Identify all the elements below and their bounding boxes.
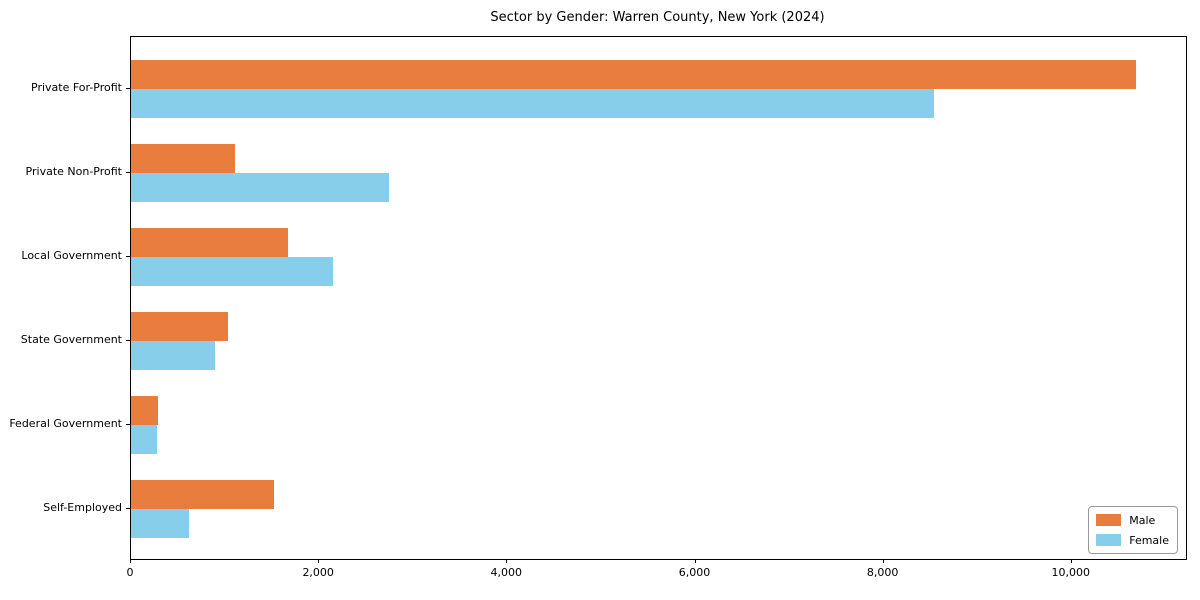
y-tick-label: Private For-Profit <box>31 81 122 94</box>
x-tick <box>694 559 696 563</box>
legend-entry-male: Male <box>1096 512 1169 528</box>
y-tick-label: Self-Employed <box>43 501 122 514</box>
x-tick <box>506 559 508 563</box>
x-tick <box>130 559 131 563</box>
y-tick <box>126 256 130 257</box>
plot-area: Male Female <box>130 36 1187 560</box>
male-swatch <box>1096 514 1122 526</box>
y-tick-label: State Government <box>20 333 122 346</box>
x-tick-label: 6,000 <box>678 566 711 579</box>
bar-male-1 <box>131 144 236 173</box>
legend-entry-female: Female <box>1096 532 1169 548</box>
y-tick-label: Local Government <box>21 249 122 262</box>
bar-male-5 <box>131 480 274 509</box>
x-tick-label: 8,000 <box>866 566 899 579</box>
bar-female-2 <box>131 257 334 286</box>
bar-female-0 <box>131 89 935 118</box>
legend: Male Female <box>1088 506 1178 554</box>
bar-female-1 <box>131 173 390 202</box>
bar-male-0 <box>131 60 1136 89</box>
y-tick <box>126 424 130 425</box>
female-swatch <box>1096 534 1122 546</box>
legend-label-male: Male <box>1129 513 1156 527</box>
bar-male-4 <box>131 396 159 425</box>
y-tick <box>126 340 130 341</box>
bar-male-3 <box>131 312 228 341</box>
x-tick-label: 4,000 <box>490 566 523 579</box>
y-tick <box>126 172 130 173</box>
bar-female-3 <box>131 341 216 370</box>
bar-female-5 <box>131 509 190 538</box>
bar-male-2 <box>131 228 288 257</box>
y-tick-label: Federal Government <box>9 417 122 430</box>
bar-female-4 <box>131 425 158 454</box>
x-tick-label: 0 <box>126 566 134 579</box>
x-tick-label: 10,000 <box>1051 566 1091 579</box>
y-tick <box>126 88 130 89</box>
x-tick <box>882 559 884 563</box>
x-tick <box>318 559 320 563</box>
y-tick <box>126 508 130 509</box>
y-tick-label: Private Non-Profit <box>25 165 122 178</box>
legend-label-female: Female <box>1129 533 1169 547</box>
x-tick-label: 2,000 <box>302 566 334 579</box>
x-tick <box>1070 559 1072 563</box>
chart-title: Sector by Gender: Warren County, New Yor… <box>490 10 825 25</box>
